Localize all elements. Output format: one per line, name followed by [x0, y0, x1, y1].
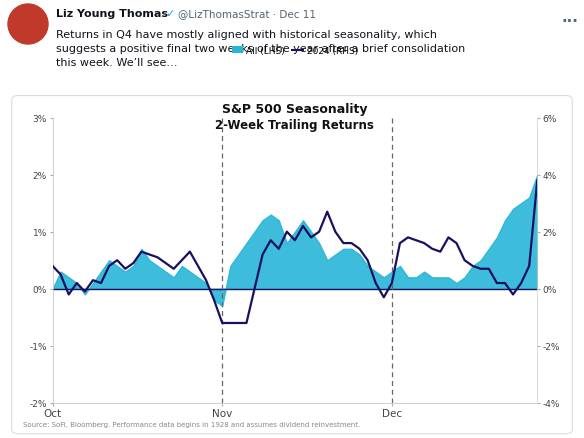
Text: Source: SoFi, Bloomberg. Performance data begins in 1928 and assumes dividend re: Source: SoFi, Bloomberg. Performance dat… [23, 421, 360, 427]
Text: this week. We’ll see…: this week. We’ll see… [56, 58, 178, 68]
Text: 2-Week Trailing Returns: 2-Week Trailing Returns [215, 119, 374, 132]
Legend: All (LHS), 2024 (RHS): All (LHS), 2024 (RHS) [228, 43, 361, 59]
Text: suggests a positive final two weeks of the year after a brief consolidation: suggests a positive final two weeks of t… [56, 44, 465, 54]
Text: S&P 500 Seasonality: S&P 500 Seasonality [222, 103, 368, 116]
Circle shape [8, 5, 48, 45]
Text: Liz Young Thomas: Liz Young Thomas [56, 9, 168, 19]
Text: Returns in Q4 have mostly aligned with historical seasonality, which: Returns in Q4 have mostly aligned with h… [56, 30, 437, 40]
Text: ✓: ✓ [165, 9, 175, 19]
Text: @LizThomasStrat · Dec 11: @LizThomasStrat · Dec 11 [178, 9, 316, 19]
Text: ...: ... [562, 11, 578, 25]
